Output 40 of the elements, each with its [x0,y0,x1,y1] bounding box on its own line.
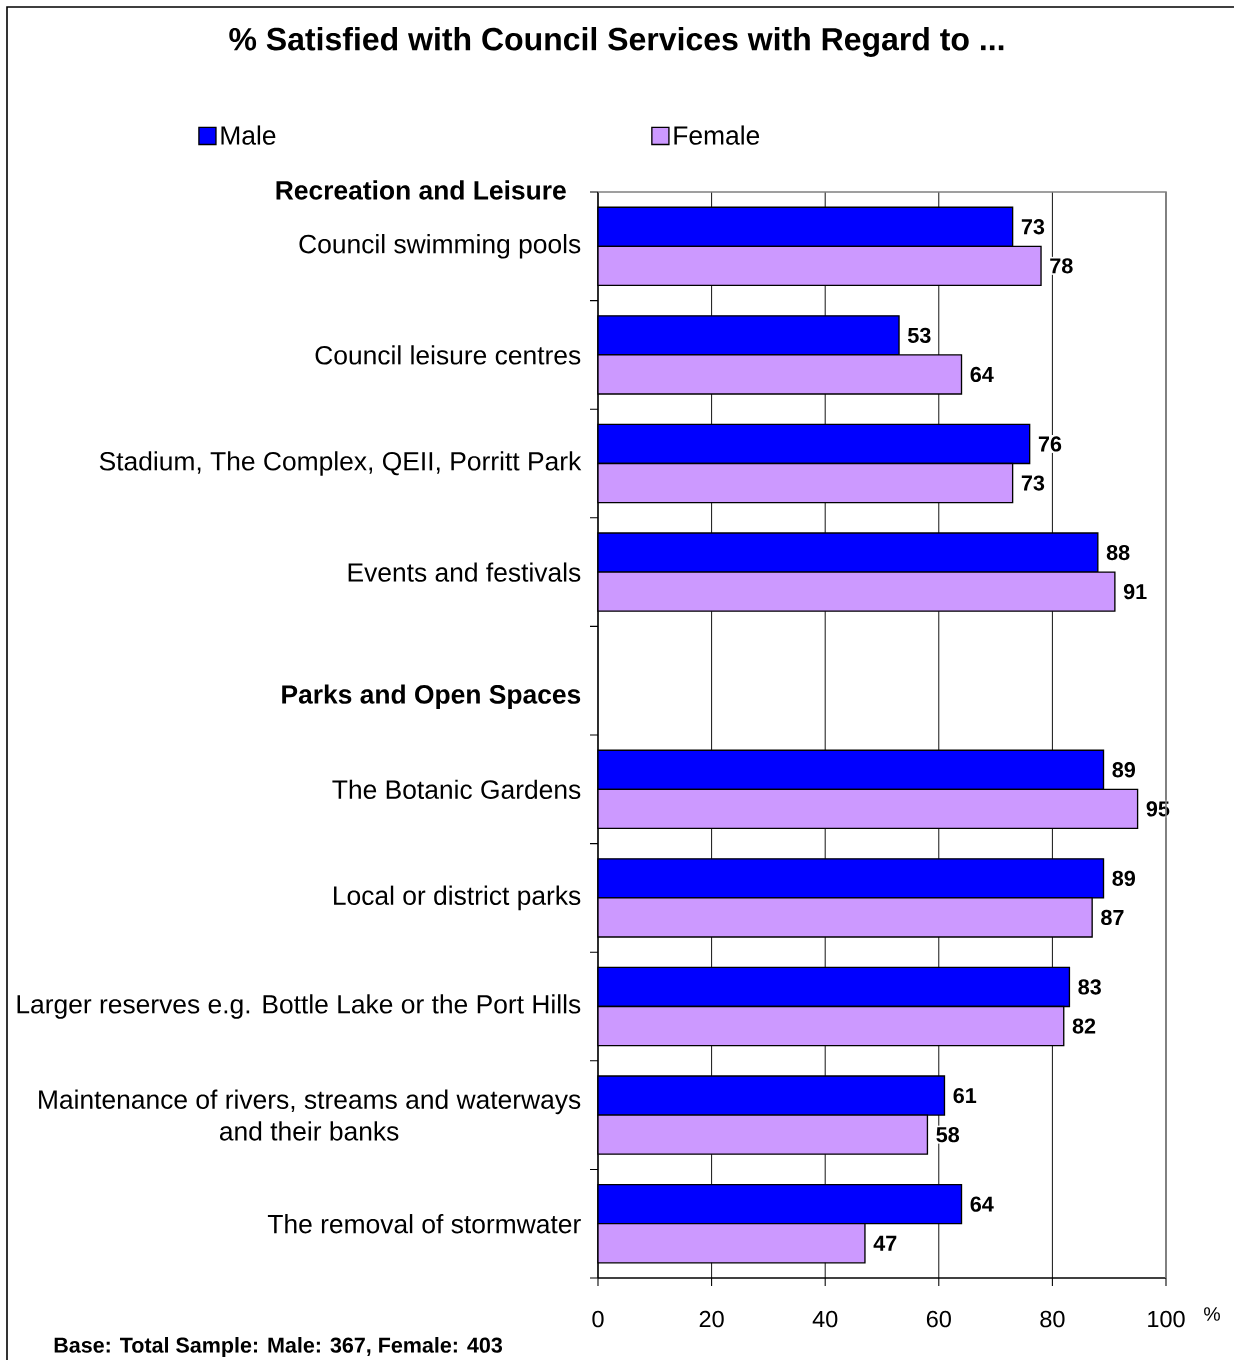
data-label: 61 [953,1087,977,1104]
y-tick-label: Maintenance of rivers, streams and waterways and their banks [39,1089,581,1141]
text: Recreation and Leisure [276,180,566,200]
data-label: 78 [1050,258,1073,274]
data-label: 87 [1101,909,1124,926]
data-label: 82 [1072,1018,1096,1034]
x-axis-title: % [1204,1307,1220,1321]
data-label: 89 [1112,870,1135,887]
y-tick-label: Council leisure centres [315,345,581,365]
y-tick-label: Council swimming pools [299,234,581,259]
data-label: 73 [1021,475,1045,491]
y-tick-label: Stadium, The Complex, QEII, Porritt Park [99,451,582,476]
chart-title: % Satisfied with Council Services with Regard to ... [229,26,1004,57]
legend-label: Female [674,125,760,145]
x-tick-label: 60 [926,1310,951,1328]
data-label: 58 [936,1127,960,1143]
text: Base: Total Sample: Male: 367, Female: 403 [54,1336,503,1358]
legend-label: Male [221,125,276,145]
data-label: 91 [1123,584,1147,600]
data-label: 95 [1146,801,1170,817]
x-tick-label: 100 [1148,1310,1185,1328]
data-label: 53 [907,327,931,344]
y-tick-label: Local or district parks [334,885,581,911]
x-tick-label: 0 [592,1310,604,1328]
y-tick-label: Events and festivals [348,562,581,582]
data-label: 64 [970,366,994,383]
data-label: 83 [1078,979,1101,995]
data-label: 89 [1112,762,1135,778]
data-label: 76 [1038,436,1062,452]
data-label: 73 [1021,219,1045,235]
data-label: 64 [970,1196,994,1212]
y-tick-label: The Botanic Gardens [332,779,581,799]
y-tick-label: Parks and Open Spaces [282,684,581,710]
y-tick-label: Larger reserves e.g. Bottle Lake or the Port Hills [17,994,581,1019]
data-label: 88 [1106,544,1130,561]
x-tick-label: 80 [1040,1310,1065,1328]
x-tick-label: 20 [699,1310,724,1328]
y-tick-label: The removal of stormwater [267,1214,581,1234]
data-label: 47 [873,1235,897,1251]
x-tick-label: 40 [812,1310,838,1328]
